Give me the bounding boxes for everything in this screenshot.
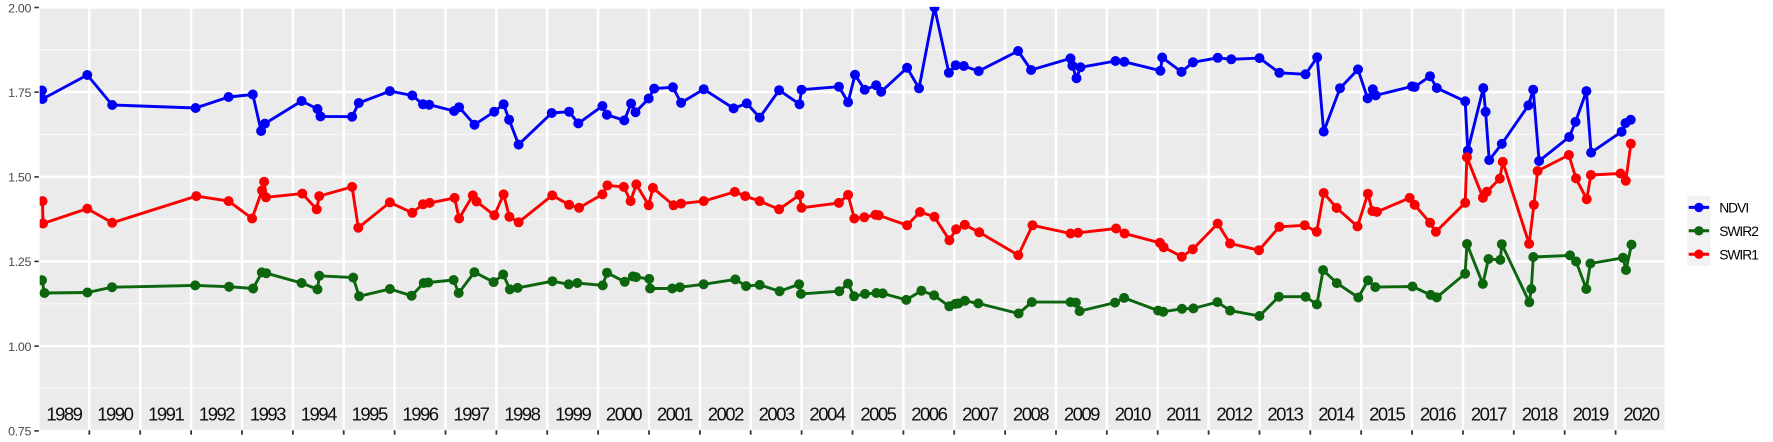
svg-text:2012: 2012 xyxy=(1216,404,1252,425)
svg-text:2005: 2005 xyxy=(860,404,896,425)
svg-text:2009: 2009 xyxy=(1064,404,1100,425)
svg-text:1999: 1999 xyxy=(555,404,591,425)
svg-text:1996: 1996 xyxy=(402,404,438,425)
svg-text:2001: 2001 xyxy=(657,404,693,425)
svg-text:1989: 1989 xyxy=(46,404,82,425)
svg-text:2006: 2006 xyxy=(911,404,947,425)
svg-text:2.00: 2.00 xyxy=(8,1,31,15)
svg-text:2017: 2017 xyxy=(1471,404,1507,425)
svg-text:NDVI: NDVI xyxy=(1719,201,1748,216)
svg-text:2000: 2000 xyxy=(606,404,642,425)
svg-text:2010: 2010 xyxy=(1115,404,1151,425)
svg-text:2015: 2015 xyxy=(1369,404,1405,425)
svg-text:1990: 1990 xyxy=(97,404,133,425)
svg-text:0.75: 0.75 xyxy=(8,425,31,439)
svg-text:1993: 1993 xyxy=(250,404,286,425)
svg-text:1994: 1994 xyxy=(301,404,337,425)
svg-text:1.50: 1.50 xyxy=(8,171,31,185)
svg-text:2008: 2008 xyxy=(1013,404,1049,425)
svg-text:2003: 2003 xyxy=(759,404,795,425)
svg-text:1991: 1991 xyxy=(148,404,184,425)
svg-text:2019: 2019 xyxy=(1573,404,1609,425)
svg-text:2007: 2007 xyxy=(962,404,998,425)
svg-text:2016: 2016 xyxy=(1420,404,1456,425)
svg-text:1.25: 1.25 xyxy=(8,255,31,269)
svg-text:1997: 1997 xyxy=(453,404,489,425)
svg-text:2018: 2018 xyxy=(1522,404,1558,425)
svg-text:2014: 2014 xyxy=(1318,404,1354,425)
svg-text:1992: 1992 xyxy=(199,404,235,425)
svg-text:1.00: 1.00 xyxy=(8,340,31,354)
svg-text:SWIR1: SWIR1 xyxy=(1719,247,1758,262)
svg-text:1995: 1995 xyxy=(352,404,388,425)
svg-text:2004: 2004 xyxy=(809,404,845,425)
svg-text:2011: 2011 xyxy=(1166,404,1201,425)
svg-text:1998: 1998 xyxy=(504,404,540,425)
svg-text:SWIR2: SWIR2 xyxy=(1719,224,1758,239)
svg-text:1.75: 1.75 xyxy=(8,86,31,100)
svg-text:2013: 2013 xyxy=(1267,404,1303,425)
svg-text:2002: 2002 xyxy=(708,404,744,425)
svg-text:2020: 2020 xyxy=(1623,404,1659,425)
